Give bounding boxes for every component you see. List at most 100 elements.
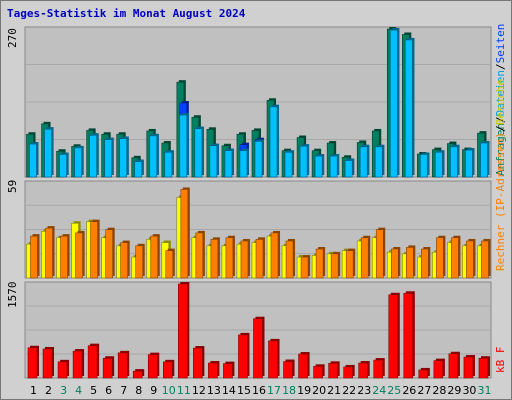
x-tick-label-day-15: 15 (237, 384, 251, 397)
bar-rechner-day-10 (165, 250, 174, 279)
bar-kbf-day-8 (132, 370, 143, 379)
bar-dateien-day-6 (104, 139, 112, 178)
traffic-legend: kB F (494, 347, 507, 374)
x-tick-label-day-23: 23 (357, 384, 371, 397)
bar-kbf-day-10 (162, 361, 173, 379)
bar-dateien-day-13 (209, 145, 218, 178)
x-tick-label-day-29: 29 (447, 384, 461, 397)
bar-dateien-day-26 (405, 39, 413, 178)
x-tick-label-day-14: 14 (222, 384, 236, 397)
bar-rechner-day-21 (330, 253, 339, 279)
bar-dateien-day-27 (420, 154, 428, 178)
bar-rechner-day-31 (481, 240, 489, 279)
bar-kbf-day-26 (403, 292, 414, 379)
x-tick-label-day-6: 6 (105, 384, 112, 397)
visitors-ymax-label: 59 (6, 179, 19, 193)
bar-kbf-day-2 (42, 348, 53, 379)
bar-kbf-day-19 (298, 353, 308, 379)
bar-kbf-day-18 (283, 361, 293, 379)
bar-kbf-day-28 (433, 360, 444, 379)
bar-kbf-day-23 (358, 362, 369, 379)
x-tick-label-day-8: 8 (135, 384, 142, 397)
hits-ymax-label: 270 (6, 28, 19, 48)
bar-kbf-day-20 (313, 366, 323, 379)
x-tick-label-day-3: 3 (60, 384, 67, 397)
x-tick-label-day-18: 18 (282, 384, 296, 397)
bar-rechner-day-6 (105, 229, 113, 279)
bar-rechner-day-13 (210, 239, 219, 279)
bar-rechner-day-12 (195, 232, 204, 279)
bar-rechner-day-14 (225, 237, 234, 279)
bar-kbf-day-29 (448, 353, 459, 379)
visitors-legend: Rechner (IP-Adressen)/Besuche (494, 79, 507, 271)
bar-kbf-day-5 (87, 345, 98, 379)
bar-dateien-day-3 (59, 154, 67, 178)
bar-dateien-day-1 (29, 143, 37, 178)
bar-dateien-day-18 (284, 152, 293, 178)
x-tick-label-day-10: 10 (162, 384, 176, 397)
x-tick-label-day-20: 20 (312, 384, 326, 397)
bar-rechner-day-5 (90, 221, 98, 279)
bar-dateien-day-29 (450, 146, 458, 178)
x-tick-label-day-21: 21 (327, 384, 341, 397)
bar-rechner-day-16 (255, 239, 264, 279)
bar-kbf-day-25 (388, 294, 399, 379)
bar-dateien-day-22 (344, 160, 353, 178)
bar-rechner-day-11 (180, 189, 189, 279)
bar-dateien-day-4 (74, 147, 82, 178)
bar-kbf-day-15 (238, 334, 248, 379)
bar-dateien-day-24 (374, 146, 383, 178)
bar-kbf-day-11 (178, 283, 188, 379)
bar-rechner-day-19 (300, 256, 309, 279)
bar-kbf-day-1 (27, 347, 38, 379)
bar-dateien-day-19 (299, 146, 308, 178)
bar-dateien-day-8 (134, 161, 143, 178)
x-tick-label-day-27: 27 (417, 384, 431, 397)
bar-rechner-day-27 (421, 248, 429, 279)
bar-kbf-day-3 (57, 361, 68, 379)
x-tick-label-day-11: 11 (177, 384, 191, 397)
x-tick-label-day-30: 30 (462, 384, 476, 397)
bar-rechner-day-15 (240, 240, 249, 279)
bar-kbf-day-31 (478, 357, 489, 379)
bar-rechner-day-28 (436, 237, 444, 279)
traffic-ymax-label: 1570 (6, 281, 19, 309)
bar-dateien-day-9 (149, 135, 158, 178)
bar-rechner-day-1 (30, 235, 38, 279)
x-tick-label-day-7: 7 (120, 384, 127, 397)
bar-rechner-day-17 (270, 232, 279, 279)
bar-kbf-day-24 (373, 359, 384, 379)
legend-seiten: Seiten (494, 23, 507, 64)
bar-rechner-day-30 (466, 240, 474, 279)
legend-sep-2: / (494, 63, 507, 71)
x-tick-label-day-19: 19 (297, 384, 311, 397)
x-tick-label-day-26: 26 (402, 384, 416, 397)
bar-kbf-day-13 (208, 362, 218, 379)
x-tick-label-day-2: 2 (45, 384, 52, 397)
x-tick-label-day-28: 28 (432, 384, 446, 397)
bar-rechner-day-9 (150, 235, 159, 279)
x-tick-label-day-4: 4 (75, 384, 82, 397)
bar-rechner-day-2 (45, 227, 53, 279)
bar-kbf-day-27 (418, 369, 429, 379)
bar-kbf-day-6 (102, 357, 113, 379)
bar-dateien-day-25 (389, 29, 398, 178)
bar-kbf-day-30 (463, 356, 474, 379)
x-tick-label-day-31: 31 (477, 384, 491, 397)
bar-rechner-day-22 (345, 250, 354, 279)
bar-dateien-day-14 (224, 150, 233, 178)
bar-dateien-day-17 (269, 106, 278, 178)
bar-kbf-day-9 (147, 354, 158, 379)
x-tick-label-day-12: 12 (192, 384, 206, 397)
x-tick-label-day-9: 9 (150, 384, 157, 397)
bar-rechner-day-23 (360, 237, 369, 279)
bar-dateien-day-31 (480, 142, 488, 178)
legend-rechner: Rechner (IP-Adressen) (494, 131, 507, 271)
x-tick-label-day-25: 25 (387, 384, 401, 397)
chart-title: Tages-Statistik im Monat August 2024 (7, 7, 246, 20)
bar-dateien-day-2 (44, 129, 52, 178)
x-tick-label-day-17: 17 (267, 384, 281, 397)
bar-dateien-day-7 (119, 138, 127, 178)
bar-kbf-day-21 (328, 363, 338, 379)
